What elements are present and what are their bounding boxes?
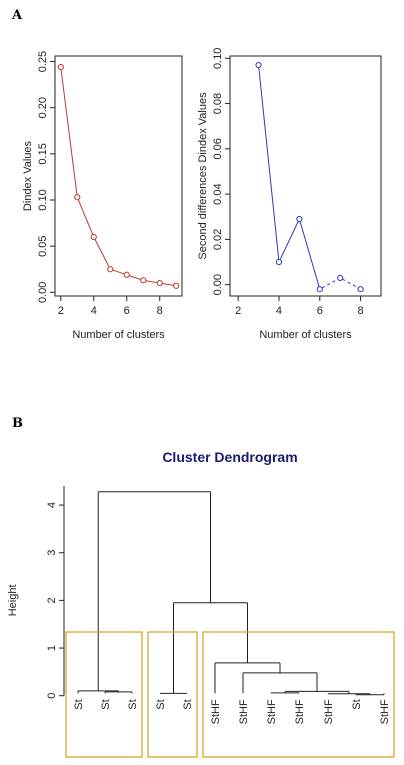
data-point [90,233,97,241]
data-point [255,61,262,69]
leaf-label: St [127,699,139,709]
series-line-segment [299,221,320,287]
plot-frame [229,55,382,297]
y-tick-label: 0.05 [37,235,49,256]
leaf-label: StHF [238,699,250,724]
data-point [316,286,323,293]
y-tick-label: 0.15 [37,143,49,164]
y-tick-label: 0.10 [212,48,224,69]
data-point [357,286,364,293]
y-tick-label: 2 [46,597,58,603]
data-point [107,266,114,273]
cluster-box [65,631,143,758]
leaf-label: StHF [210,699,222,724]
data-point [275,258,283,266]
y-axis-label: Second differences Dindex Values [197,92,209,260]
data-point [296,215,303,223]
plot-frame [54,55,183,297]
y-axis-label: Height [7,584,19,616]
y-axis-label: Dindex Values [22,140,34,211]
x-tick-label: 6 [317,305,323,317]
series-line-segment [112,269,125,275]
y-tick-label: 0.06 [212,138,224,159]
x-axis-label: Number of clusters [259,329,352,341]
y-tick-label: 4 [46,502,58,508]
panel-label-a: A [12,8,23,23]
y-tick-label: 0.00 [212,274,224,295]
y-tick-label: 0 [46,693,58,699]
series-line-segment [162,283,174,286]
leaf-label: StHF [323,699,335,724]
data-point [337,274,344,281]
chart-title: Cluster Dendrogram [162,449,297,465]
series-line-segment [279,221,299,260]
x-tick-label: 2 [235,305,241,317]
series-line-segment [94,239,110,268]
leaf-label: St [73,699,85,709]
y-tick-label: 3 [46,550,58,556]
leaf-label: StHF [379,699,391,724]
leaf-label: St [182,699,194,709]
x-tick-label: 4 [91,305,97,317]
data-point [140,277,147,284]
series-line-segment [129,275,141,280]
leaf-label: St [351,699,363,709]
y-tick-label: 0.25 [37,51,49,72]
data-point [173,282,180,289]
y-tick-label: 1 [46,645,58,651]
leaf-label: St [100,699,112,709]
series-line-segment [145,280,158,284]
data-point [123,271,130,278]
y-tick-label: 0.02 [212,229,224,250]
leaf-label: St [155,699,167,709]
leaf-label: StHF [266,699,278,724]
x-tick-label: 8 [157,305,163,317]
cluster-box [202,631,395,758]
data-point [74,194,81,201]
x-tick-label: 8 [358,305,364,317]
y-tick-label: 0.20 [37,97,49,118]
cluster-box [147,631,198,758]
y-tick-label: 0.08 [212,93,224,114]
series-line-segment [77,199,94,235]
leaf-label: StHF [294,699,306,724]
series-line-segment [60,69,78,195]
y-tick-label: 0.00 [37,282,49,303]
series-line-segment [258,67,280,260]
panel-label-b: B [12,416,23,431]
y-tick-label: 0.04 [212,183,224,204]
x-tick-label: 6 [124,305,130,317]
x-tick-label: 2 [58,305,64,317]
data-point [156,279,163,287]
x-axis-label: Number of clusters [72,329,165,341]
x-tick-label: 4 [276,305,282,317]
y-tick-label: 0.10 [37,189,49,210]
data-point [57,63,64,71]
